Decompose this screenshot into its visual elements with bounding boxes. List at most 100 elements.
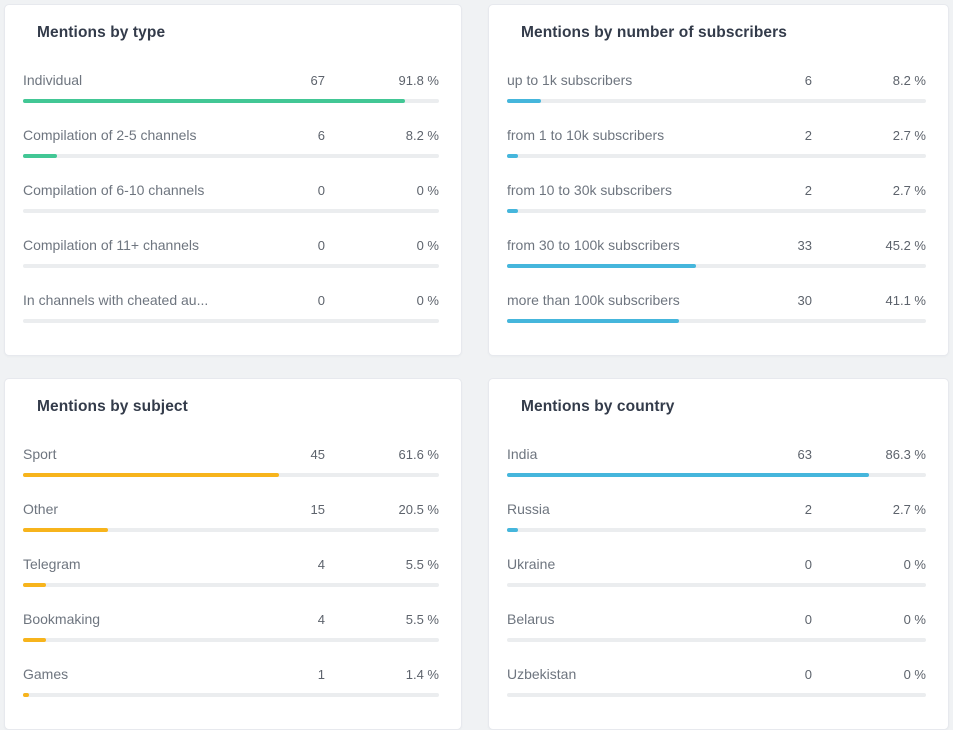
row-label: Sport bbox=[23, 446, 57, 462]
row-count: 33 bbox=[797, 238, 812, 253]
stat-row[interactable]: from 10 to 30k subscribers 2 2.7 % bbox=[507, 180, 926, 213]
stat-row[interactable]: up to 1k subscribers 6 8.2 % bbox=[507, 70, 926, 103]
bar-track bbox=[507, 209, 926, 213]
row-label: Telegram bbox=[23, 556, 81, 572]
stat-row[interactable]: Compilation of 2-5 channels 6 8.2 % bbox=[23, 125, 439, 158]
stat-card: Mentions by country India 63 86.3 % Russ… bbox=[488, 378, 949, 730]
row-count: 2 bbox=[804, 502, 812, 517]
stat-row[interactable]: Games 1 1.4 % bbox=[23, 664, 439, 697]
stat-row-line: Individual 67 91.8 % bbox=[23, 70, 439, 91]
row-label: In channels with cheated au... bbox=[23, 292, 209, 308]
stat-row[interactable]: more than 100k subscribers 30 41.1 % bbox=[507, 290, 926, 323]
row-percent: 20.5 % bbox=[398, 502, 439, 517]
row-label: Ukraine bbox=[507, 556, 556, 572]
card-rows: India 63 86.3 % Russia 2 2.7 % Ukraine 0… bbox=[507, 444, 926, 697]
card-title: Mentions by number of subscribers bbox=[521, 24, 787, 41]
dashboard-grid: Mentions by type Individual 67 91.8 % Co… bbox=[4, 4, 949, 730]
bar-track bbox=[507, 693, 926, 697]
row-percent: 0 % bbox=[416, 293, 439, 308]
stat-row[interactable]: India 63 86.3 % bbox=[507, 444, 926, 477]
row-count: 0 bbox=[317, 238, 325, 253]
row-percent: 2.7 % bbox=[892, 128, 926, 143]
bar-fill bbox=[23, 154, 58, 158]
card-title: Mentions by subject bbox=[37, 398, 188, 415]
stat-row[interactable]: Compilation of 11+ channels 0 0 % bbox=[23, 235, 439, 268]
row-percent: 5.5 % bbox=[405, 557, 439, 572]
card-rows: up to 1k subscribers 6 8.2 % from 1 to 1… bbox=[507, 70, 926, 323]
row-label: Uzbekistan bbox=[507, 666, 577, 682]
card-rows: Individual 67 91.8 % Compilation of 2-5 … bbox=[23, 70, 439, 323]
bar-fill bbox=[507, 528, 519, 532]
bar-fill bbox=[507, 473, 869, 477]
bar-fill bbox=[23, 473, 280, 477]
row-count: 0 bbox=[804, 557, 812, 572]
bar-fill bbox=[507, 319, 680, 323]
bar-track bbox=[23, 528, 439, 532]
bar-track bbox=[23, 473, 439, 477]
row-count: 67 bbox=[310, 73, 325, 88]
bar-fill bbox=[23, 638, 46, 642]
stat-row-line: up to 1k subscribers 6 8.2 % bbox=[507, 70, 926, 91]
row-count: 1 bbox=[317, 667, 325, 682]
row-count: 2 bbox=[804, 128, 812, 143]
stat-row[interactable]: Compilation of 6-10 channels 0 0 % bbox=[23, 180, 439, 213]
stat-row[interactable]: Telegram 4 5.5 % bbox=[23, 554, 439, 587]
row-percent: 0 % bbox=[416, 183, 439, 198]
row-count: 30 bbox=[797, 293, 812, 308]
stat-row-line: In channels with cheated au... 0 0 % bbox=[23, 290, 439, 311]
row-count: 6 bbox=[317, 128, 325, 143]
stat-card: Mentions by subject Sport 45 61.6 % Othe… bbox=[4, 378, 462, 730]
row-label: Other bbox=[23, 501, 59, 517]
row-count: 63 bbox=[797, 447, 812, 462]
bar-fill bbox=[23, 693, 29, 697]
bar-track bbox=[23, 99, 439, 103]
stat-row[interactable]: Sport 45 61.6 % bbox=[23, 444, 439, 477]
bar-track bbox=[507, 319, 926, 323]
bar-track bbox=[23, 638, 439, 642]
bar-track bbox=[23, 319, 439, 323]
stat-row-line: Belarus 0 0 % bbox=[507, 609, 926, 630]
stat-row-line: Compilation of 2-5 channels 6 8.2 % bbox=[23, 125, 439, 146]
stat-row[interactable]: Ukraine 0 0 % bbox=[507, 554, 926, 587]
row-count: 0 bbox=[317, 293, 325, 308]
stat-row[interactable]: Belarus 0 0 % bbox=[507, 609, 926, 642]
row-label: Games bbox=[23, 666, 69, 682]
bar-fill bbox=[507, 99, 542, 103]
bar-track bbox=[507, 473, 926, 477]
row-percent: 0 % bbox=[903, 667, 926, 682]
row-label: Compilation of 6-10 channels bbox=[23, 182, 205, 198]
card-rows: Sport 45 61.6 % Other 15 20.5 % Telegram… bbox=[23, 444, 439, 697]
stat-row[interactable]: Bookmaking 4 5.5 % bbox=[23, 609, 439, 642]
stat-row[interactable]: Russia 2 2.7 % bbox=[507, 499, 926, 532]
row-percent: 2.7 % bbox=[892, 502, 926, 517]
row-count: 6 bbox=[804, 73, 812, 88]
row-percent: 86.3 % bbox=[885, 447, 926, 462]
stat-row-line: Compilation of 11+ channels 0 0 % bbox=[23, 235, 439, 256]
bar-fill bbox=[23, 583, 46, 587]
bar-track bbox=[507, 528, 926, 532]
bar-track bbox=[23, 583, 439, 587]
stat-row-line: Russia 2 2.7 % bbox=[507, 499, 926, 520]
row-count: 0 bbox=[317, 183, 325, 198]
bar-fill bbox=[507, 209, 519, 213]
stat-row[interactable]: from 30 to 100k subscribers 33 45.2 % bbox=[507, 235, 926, 268]
row-percent: 61.6 % bbox=[398, 447, 439, 462]
stat-row-line: Compilation of 6-10 channels 0 0 % bbox=[23, 180, 439, 201]
bar-track bbox=[23, 264, 439, 268]
stat-card: Mentions by number of subscribers up to … bbox=[488, 4, 949, 356]
stat-row[interactable]: Uzbekistan 0 0 % bbox=[507, 664, 926, 697]
row-label: from 1 to 10k subscribers bbox=[507, 127, 665, 143]
stat-row[interactable]: Other 15 20.5 % bbox=[23, 499, 439, 532]
stat-row[interactable]: In channels with cheated au... 0 0 % bbox=[23, 290, 439, 323]
stat-row[interactable]: from 1 to 10k subscribers 2 2.7 % bbox=[507, 125, 926, 158]
stat-row-line: Uzbekistan 0 0 % bbox=[507, 664, 926, 685]
card-title: Mentions by type bbox=[37, 24, 166, 41]
row-label: Compilation of 2-5 channels bbox=[23, 127, 197, 143]
row-count: 45 bbox=[310, 447, 325, 462]
row-count: 15 bbox=[310, 502, 325, 517]
stat-row[interactable]: Individual 67 91.8 % bbox=[23, 70, 439, 103]
row-count: 2 bbox=[804, 183, 812, 198]
stat-row-line: Bookmaking 4 5.5 % bbox=[23, 609, 439, 630]
bar-track bbox=[507, 154, 926, 158]
row-percent: 2.7 % bbox=[892, 183, 926, 198]
